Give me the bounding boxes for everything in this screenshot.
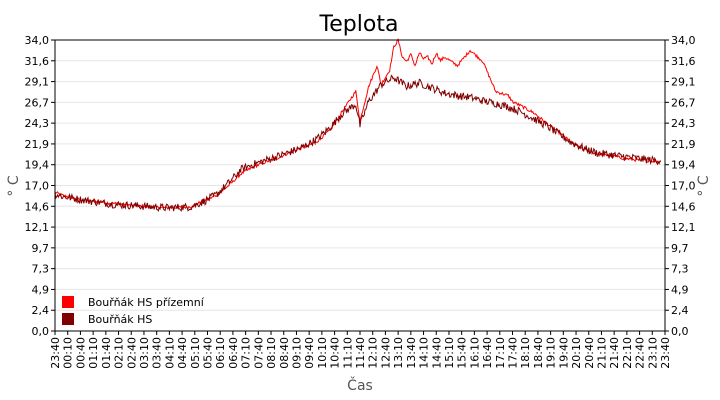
- y-tick-label-left-13: 31,6: [25, 55, 50, 68]
- y-tick-label-left-1: 2,4: [32, 304, 50, 317]
- y-axis-title-left: ° C: [6, 175, 22, 196]
- y-tick-label-left-4: 9,7: [32, 242, 50, 255]
- x-tick-label-31: 15:10: [443, 337, 456, 369]
- y-tick-label-right-4: 9,7: [671, 242, 689, 255]
- x-tick-label-44: 21:40: [608, 337, 621, 369]
- y-tick-label-left-5: 12,1: [25, 221, 50, 234]
- x-tick-label-39: 19:10: [545, 337, 558, 369]
- x-tick-label-20: 09:40: [303, 337, 316, 369]
- x-tick-label-48: 23:40: [659, 337, 672, 369]
- x-tick-label-12: 05:40: [202, 337, 215, 369]
- x-tick-label-3: 01:10: [87, 337, 100, 369]
- x-tick-label-34: 16:40: [481, 337, 494, 369]
- x-tick-label-9: 04:10: [163, 337, 176, 369]
- x-axis: 23:40 00:10 00:40 01:10 01:40 02:10 02:40 03:10…: [49, 331, 672, 369]
- x-tick-label-7: 03:10: [138, 337, 151, 369]
- y-tick-label-right-14: 34,0: [671, 34, 696, 47]
- y-tick-label-left-8: 19,4: [25, 159, 50, 172]
- y-tick-label-left-7: 17,0: [25, 180, 50, 193]
- y-tick-label-right-2: 4,9: [671, 283, 689, 296]
- x-tick-label-28: 13:40: [405, 337, 418, 369]
- y-tick-label-left-2: 4,9: [32, 283, 50, 296]
- x-tick-label-37: 18:10: [519, 337, 532, 369]
- x-tick-label-38: 18:40: [532, 337, 545, 369]
- y-tick-label-right-10: 24,3: [671, 117, 696, 130]
- x-axis-title: Čas: [347, 376, 373, 394]
- chart-title: Teplota: [319, 12, 399, 37]
- x-tick-label-22: 10:40: [329, 337, 342, 369]
- x-tick-label-42: 20:40: [583, 337, 596, 369]
- x-tick-label-5: 02:10: [113, 337, 126, 369]
- x-tick-label-18: 08:40: [278, 337, 291, 369]
- legend: Bouřňák HS přízemní Bouřňák HS: [62, 296, 205, 326]
- x-tick-label-41: 20:10: [570, 337, 583, 369]
- y-tick-label-right-12: 29,1: [671, 76, 696, 89]
- x-tick-label-4: 01:40: [100, 337, 113, 369]
- x-tick-label-43: 21:10: [595, 337, 608, 369]
- x-tick-label-29: 14:10: [418, 337, 431, 369]
- y-tick-label-right-9: 21,9: [671, 138, 696, 151]
- x-tick-label-33: 16:10: [468, 337, 481, 369]
- y-tick-label-left-14: 34,0: [25, 34, 50, 47]
- series-line-1: [54, 74, 662, 213]
- y-tick-label-left-6: 14,6: [25, 200, 50, 213]
- y-axis-left: 0,0 2,4 4,9 7,3 9,7 12,1 14,6 17,0 19,4 21,9 24,3 2…: [25, 34, 55, 338]
- x-tick-label-19: 09:10: [290, 337, 303, 369]
- legend-swatch-series-1: [62, 313, 74, 325]
- x-tick-label-8: 03:40: [151, 337, 164, 369]
- x-tick-label-47: 23:10: [646, 337, 659, 369]
- legend-swatch-series-0: [62, 296, 74, 308]
- y-tick-label-left-3: 7,3: [32, 263, 50, 276]
- y-tick-label-left-9: 21,9: [25, 138, 50, 151]
- y-tick-label-right-5: 12,1: [671, 221, 696, 234]
- x-tick-label-32: 15:40: [456, 337, 469, 369]
- y-tick-label-left-12: 29,1: [25, 76, 50, 89]
- x-tick-label-27: 13:10: [392, 337, 405, 369]
- y-tick-label-right-6: 14,6: [671, 200, 696, 213]
- y-tick-label-right-0: 0,0: [671, 325, 689, 338]
- x-tick-label-24: 11:40: [354, 337, 367, 369]
- x-tick-label-6: 02:40: [125, 337, 138, 369]
- legend-label-series-0: Bouřňák HS přízemní: [88, 296, 205, 309]
- legend-label-series-1: Bouřňák HS: [88, 313, 152, 326]
- x-tick-label-2: 00:40: [74, 337, 87, 369]
- y-tick-label-left-11: 26,7: [25, 96, 50, 109]
- y-axis-right: 0,0 2,4 4,9 7,3 9,7 12,1 14,6 17,0 19,4 21,9 24,3 2…: [665, 34, 696, 338]
- x-tick-label-25: 12:10: [367, 337, 380, 369]
- x-tick-label-21: 10:10: [316, 337, 329, 369]
- x-tick-label-40: 19:40: [557, 337, 570, 369]
- x-tick-label-16: 07:40: [252, 337, 265, 369]
- x-tick-label-23: 11:10: [341, 337, 354, 369]
- x-tick-label-1: 00:10: [62, 337, 75, 369]
- x-tick-label-26: 12:40: [379, 337, 392, 369]
- y-tick-label-right-1: 2,4: [671, 304, 689, 317]
- x-tick-label-0: 23:40: [49, 337, 62, 369]
- x-tick-label-14: 06:40: [227, 337, 240, 369]
- series-layer: [54, 38, 662, 213]
- x-tick-label-35: 17:10: [494, 337, 507, 369]
- y-tick-label-right-7: 17,0: [671, 180, 696, 193]
- y-tick-label-right-13: 31,6: [671, 55, 696, 68]
- y-axis-title-right: ° C: [696, 175, 712, 196]
- x-tick-label-46: 22:40: [634, 337, 647, 369]
- x-tick-label-36: 17:40: [507, 337, 520, 369]
- y-tick-label-right-3: 7,3: [671, 263, 689, 276]
- x-tick-label-17: 08:10: [265, 337, 278, 369]
- x-tick-label-13: 06:10: [214, 337, 227, 369]
- x-tick-label-30: 14:40: [430, 337, 443, 369]
- x-tick-label-15: 07:10: [240, 337, 253, 369]
- x-tick-label-10: 04:40: [176, 337, 189, 369]
- y-tick-label-right-11: 26,7: [671, 96, 696, 109]
- y-tick-label-right-8: 19,4: [671, 159, 696, 172]
- y-tick-label-left-0: 0,0: [32, 325, 50, 338]
- x-tick-label-45: 22:10: [621, 337, 634, 369]
- y-tick-label-left-10: 24,3: [25, 117, 50, 130]
- x-tick-label-11: 05:10: [189, 337, 202, 369]
